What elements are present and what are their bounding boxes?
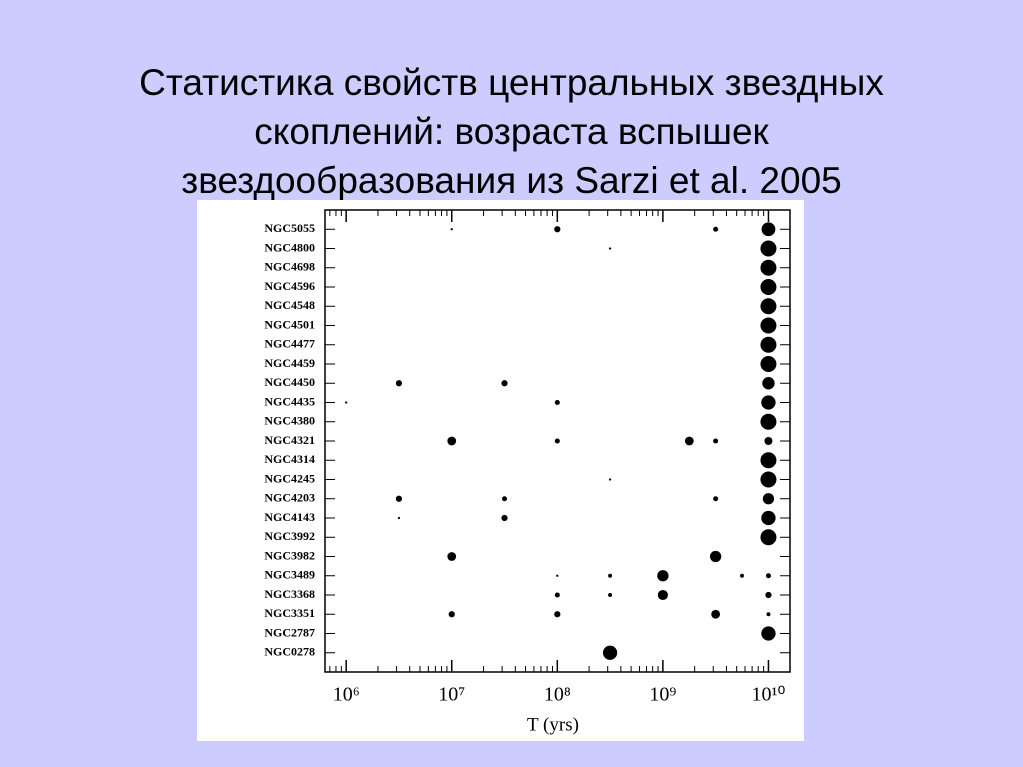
- age-bubble: [762, 493, 775, 505]
- age-bubble: [740, 573, 744, 578]
- y-tick-label: NGC0278: [264, 645, 315, 659]
- age-bubble: [608, 478, 612, 481]
- age-bubble: [450, 228, 453, 231]
- x-tick-label: 10¹⁰: [751, 684, 785, 706]
- y-tick-label: NGC4698: [264, 260, 315, 274]
- age-bubble: [760, 471, 777, 488]
- age-bubble: [554, 592, 560, 598]
- y-tick-label: NGC3489: [264, 568, 315, 582]
- age-bubble: [554, 226, 561, 233]
- age-bubble: [501, 380, 508, 387]
- age-bubble: [554, 438, 560, 444]
- age-bubble: [395, 380, 403, 387]
- age-bubble: [761, 626, 776, 641]
- x-tick-label: 10⁶: [333, 684, 360, 706]
- age-bubble: [760, 279, 777, 295]
- y-tick-label: NGC4501: [264, 317, 315, 331]
- age-bubble: [766, 612, 771, 617]
- age-bubble: [760, 452, 777, 469]
- age-bubble: [657, 589, 668, 601]
- age-bubble: [397, 516, 401, 520]
- age-bubble: [761, 510, 776, 526]
- y-tick-label: NGC3368: [264, 587, 315, 601]
- y-tick-label: NGC4203: [264, 491, 315, 505]
- y-tick-label: NGC4477: [264, 337, 315, 351]
- age-bubble: [760, 240, 777, 257]
- y-tick-label: NGC3982: [264, 548, 315, 562]
- y-tick-label: NGC4321: [264, 433, 315, 447]
- age-bubble: [395, 495, 403, 502]
- age-bubble: [711, 609, 721, 619]
- age-bubble: [765, 573, 771, 579]
- age-bubble: [684, 436, 694, 446]
- x-axis-label: T (yrs): [527, 714, 579, 735]
- age-bubble: [608, 573, 613, 578]
- y-tick-label: NGC4800: [264, 240, 315, 254]
- y-tick-label: NGC2787: [264, 625, 315, 639]
- y-tick-label: NGC4435: [264, 394, 315, 408]
- slide-title: Статистика свойств центральных звездных …: [139, 62, 884, 201]
- age-bubble: [761, 395, 776, 410]
- age-bubble: [602, 645, 618, 660]
- age-bubble: [762, 377, 775, 390]
- age-bubble: [760, 317, 777, 334]
- y-tick-label: NGC4245: [264, 471, 315, 485]
- age-bubble: [760, 298, 777, 315]
- age-bubble: [713, 496, 719, 502]
- age-bubble: [709, 550, 722, 563]
- age-bubble: [501, 514, 508, 522]
- y-tick-label: NGC4459: [264, 356, 315, 370]
- age-bubble: [447, 436, 457, 446]
- age-bubble: [713, 226, 719, 232]
- x-tick-label: 10⁷: [438, 684, 465, 706]
- age-bubble: [765, 591, 772, 599]
- y-tick-label: NGC4450: [264, 375, 315, 389]
- age-bubble: [447, 552, 457, 561]
- age-bubble: [554, 399, 560, 406]
- age-bubble: [448, 611, 455, 618]
- x-tick-label: 10⁸: [544, 684, 571, 706]
- age-bubble: [608, 593, 613, 597]
- age-bubble: [761, 222, 776, 237]
- y-tick-label: NGC4143: [264, 510, 315, 524]
- age-bubble: [760, 529, 777, 546]
- age-bubble: [501, 496, 508, 502]
- y-tick-label: NGC4314: [264, 452, 315, 466]
- y-tick-label: NGC4380: [264, 414, 315, 428]
- chart-panel: T (yrs) 10⁶ 10⁷ 10⁸ 10⁹ 10¹⁰ NGC5055 NGC4800 NG…: [197, 200, 804, 741]
- age-bubble: [345, 401, 348, 404]
- y-tick-label: NGC3992: [264, 529, 315, 543]
- y-tick-label: NGC5055: [264, 221, 315, 235]
- y-tick-label: NGC3351: [264, 606, 315, 620]
- y-tick-label: NGC4548: [264, 298, 315, 312]
- age-bubble: [760, 413, 777, 430]
- x-tick-label: 10⁹: [649, 684, 676, 706]
- age-bubble: [760, 336, 777, 353]
- age-bubble: [556, 574, 559, 577]
- age-bubble: [760, 259, 777, 276]
- age-bubble: [608, 247, 612, 250]
- age-bubble: [760, 356, 777, 372]
- age-bubble: [713, 438, 719, 444]
- chart: T (yrs) 10⁶ 10⁷ 10⁸ 10⁹ 10¹⁰ NGC5055 NGC4800 NG…: [264, 209, 791, 735]
- age-bubble: [657, 570, 669, 582]
- age-bubble: [554, 611, 561, 618]
- age-bubble: [764, 437, 773, 445]
- y-tick-label: NGC4596: [264, 279, 315, 293]
